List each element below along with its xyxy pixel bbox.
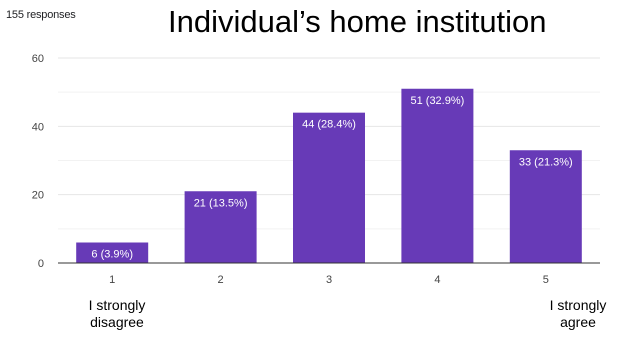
x-tick-label: 3 [326, 274, 332, 286]
responses-count: 155 responses [6, 9, 76, 21]
x-tick-label: 5 [543, 274, 549, 286]
data-label: 44 (28.4%) [302, 119, 356, 131]
y-tick-label: 60 [32, 53, 44, 65]
x-tick-label: 2 [218, 274, 224, 286]
data-label: 6 (3.9%) [91, 249, 133, 261]
bar [184, 191, 257, 263]
y-tick-label: 40 [32, 121, 44, 133]
y-tick-label: 20 [32, 190, 44, 202]
chart-title: Individual’s home institution [168, 4, 547, 39]
bar [401, 88, 474, 263]
annotation-strongly-disagree: I strongly disagree [88, 297, 146, 330]
bar [293, 112, 365, 264]
annotation-strongly-agree: I strongly agree [549, 297, 607, 330]
data-label: 51 (32.9%) [410, 95, 464, 107]
data-label: 21 (13.5%) [194, 197, 248, 209]
bar [76, 242, 149, 263]
bar [509, 150, 582, 263]
x-tick-label: 4 [434, 274, 440, 286]
y-tick-label: 0 [38, 258, 44, 270]
x-tick-label: 1 [109, 274, 115, 286]
data-label: 33 (21.3%) [519, 156, 573, 168]
